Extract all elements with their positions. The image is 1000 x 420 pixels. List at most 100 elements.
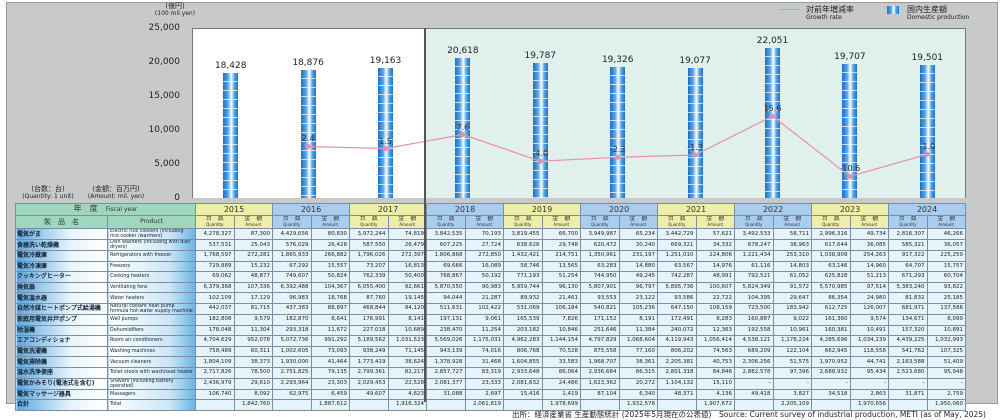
quantity-cell: 93,586 [657, 292, 697, 304]
bar-value-label: 18,428 [214, 60, 247, 71]
amount-cell: 29,647 [772, 292, 812, 304]
quantity-cell: 917,322 [888, 250, 928, 262]
quantity-cell: 87,760 [349, 292, 389, 304]
amount-cell: 30,240 [618, 239, 658, 251]
amount-cell: 61,052 [772, 271, 812, 283]
year-header: 2019 [503, 203, 581, 216]
quantity-cell: 1,104,132 [657, 377, 697, 390]
table-row: 電気マッサージ器具 Massagers 106,740 8,092 62,975 6,45… [15, 388, 966, 401]
bar-2024 [919, 65, 935, 198]
quantity-cell: 176,991 [349, 313, 389, 326]
quantity-cell: 671,293 [888, 271, 928, 283]
table-row: 電気冷蔵庫 Refrigerators with freezer 1,768,597… [15, 250, 966, 262]
quantity-cell: 2,816,307 [888, 228, 928, 240]
quantity-cell: 1,773,419 [349, 356, 389, 368]
production-table: 年 度 Fiscal year 2015 2016 2017 2018 2019 2020 2… [15, 203, 966, 411]
product-name-en: Toilet stools with wash/seat heater [107, 366, 196, 379]
quantity-cell: 69,666 [426, 260, 466, 273]
amount-cell: 10,891 [926, 324, 966, 337]
product-name-en: Dish washers (including with dish dryers… [107, 239, 196, 251]
quantity-cell: 106,740 [195, 388, 235, 401]
amount-cell: 10,961 [772, 324, 812, 337]
quantity-cell: 3,949,987 [580, 228, 620, 240]
amount-cell: 79,135 [310, 366, 350, 379]
amount-cell: 21,461 [541, 292, 581, 304]
quantity-cell: 2,799,361 [349, 366, 389, 379]
table-row: 換気扇 Ventilating fans 6,379,368 107,336 6,392… [15, 281, 966, 294]
amount-cell: 90,983 [464, 281, 504, 294]
amount-cell: 51,409 [926, 356, 966, 368]
quantity-cell: 62,975 [272, 388, 312, 401]
amount-cell: 65,234 [618, 228, 658, 240]
table-row: 電気温水器 Water heaters 102,109 17,129 96,983 18,… [15, 292, 966, 304]
product-name-en: Dehumidifiers [107, 324, 196, 337]
product-name-jp: 電気かみそり(電池式を含む) [15, 377, 108, 390]
amount-cell: 4,623 [387, 388, 427, 401]
amount-cell: 15,757 [926, 260, 966, 273]
amount-cell: 253,310 [772, 250, 812, 262]
quantity-cell: 4,704,629 [195, 335, 235, 347]
amount-cell: 60,704 [926, 271, 966, 283]
amount-cell: 26,428 [310, 239, 350, 251]
amount-cell: 92,661 [387, 281, 427, 294]
quantity-cell: 94,044 [426, 292, 466, 304]
amount-cell: 9,574 [849, 313, 889, 326]
table-row: 温水洗浄便座 Toilet stools with wash/seat heate… [15, 366, 966, 379]
product-name-en: Electric rice cookers (including rice co… [107, 228, 196, 240]
amount-cell: 82,217 [387, 366, 427, 379]
quantity-cell [503, 399, 543, 411]
quantity-cell: 1,768,597 [195, 250, 235, 262]
product-name-jp: 自然冷媒ヒートポンプ式給湯機 [15, 302, 108, 315]
amount-cell: 254,263 [849, 250, 889, 262]
quantity-cell: 442,037 [195, 302, 235, 315]
bar-value-label: 19,077 [679, 56, 711, 67]
amount-cell: 94,120 [387, 302, 427, 315]
amount-header: 金 額 Amount [387, 215, 427, 229]
bar-2015 [223, 72, 239, 198]
quantity-cell: 771,193 [503, 271, 543, 283]
y-tick-label: 15,000 [148, 91, 181, 101]
quantity-cell: - [811, 377, 851, 390]
quantity-cell: 625,828 [811, 271, 851, 283]
amount-cell: 12,363 [695, 324, 735, 337]
bar-value-label: 18,876 [292, 57, 324, 68]
quantity-cell [888, 399, 928, 411]
bar-value-label: 22,051 [756, 36, 789, 47]
bar-2022 [765, 48, 780, 198]
growth-value-label: -2.3 [609, 145, 626, 155]
amount-cell: 23,303 [310, 377, 350, 390]
amount-cell: 50,824 [310, 271, 350, 283]
growth-point-2021 [692, 152, 698, 158]
quantity-header: 台 数 Quantity [811, 215, 851, 229]
amount-cell: 49,245 [618, 271, 658, 283]
quantity-cell: 31,871 [888, 388, 928, 401]
amount-cell: 24,980 [849, 292, 889, 304]
quantity-cell: 81,832 [888, 292, 928, 304]
amount-header: 金 額 Amount [926, 215, 966, 229]
amount-cell: 1,842,760 [233, 399, 273, 411]
growth-point-2019 [537, 158, 543, 164]
quantity-header: 台 数 Quantity [272, 215, 312, 229]
amount-cell: 118,558 [849, 345, 889, 358]
quantity-cell: 2,081,632 [503, 377, 543, 390]
quantity-cell: 61,116 [734, 260, 774, 273]
amount-cell: 60,311 [233, 345, 273, 358]
amount-cell: 108,159 [695, 302, 735, 315]
amount-cell: 14,880 [618, 260, 658, 273]
product-name-jp: 電気温水器 [15, 292, 108, 304]
quantity-cell: 69,062 [195, 271, 235, 283]
quantity-cell: 49,418 [734, 388, 774, 401]
amount-cell: 1,916,324 [387, 399, 427, 411]
amount-cell: 91,572 [772, 281, 812, 294]
amount-cell: 14,960 [849, 260, 889, 273]
year-header: 2023 [811, 203, 889, 216]
quantity-cell: 6,392,488 [272, 281, 312, 294]
table-row: エアコンディショナ Room air conditioners 4,704,629 9… [15, 335, 966, 347]
quantity-cell: 607,225 [426, 239, 466, 251]
legend-growth: 対前年増減率 Growth rate [780, 5, 854, 21]
growth-point-2022 [770, 113, 775, 119]
amount-cell: 1,970,656 [849, 399, 889, 411]
quantity-cell: 511,631 [426, 302, 466, 315]
amount-cell: 74,819 [387, 228, 427, 240]
quantity-cell: 3,842,535 [426, 228, 466, 240]
